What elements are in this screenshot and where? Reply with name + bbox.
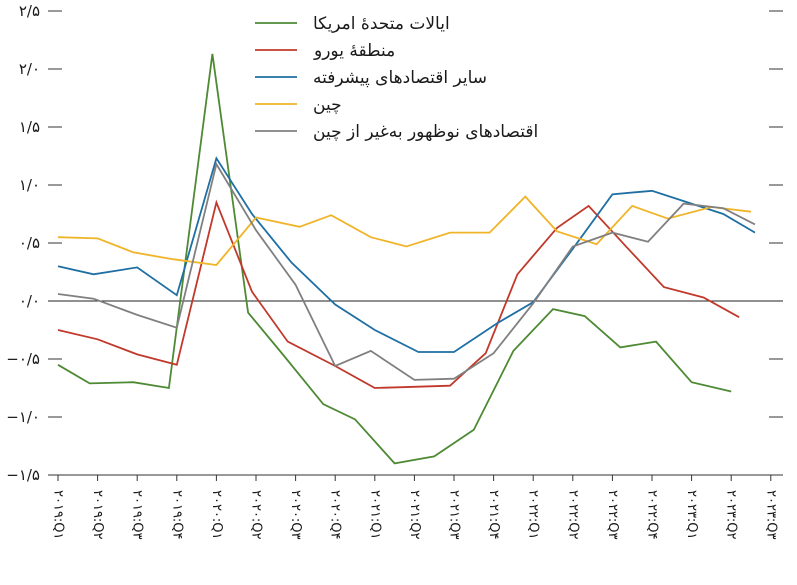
x-tick-label: ۲۰۲۰:Q۳ xyxy=(288,490,303,540)
x-tick-label: ۲۰۲۱:Q۳ xyxy=(447,490,462,540)
x-tick-label: ۲۰۱۹:Q۱ xyxy=(51,490,66,540)
x-tick-label: ۲۰۲۱:Q۴ xyxy=(486,490,501,540)
legend-label-1: منطقهٔ یورو xyxy=(313,41,395,61)
y-tick-label: ۱/۵ xyxy=(19,118,40,136)
x-tick-label: ۲۰۲۱:Q۱ xyxy=(367,490,382,540)
legend-label-3: چین xyxy=(313,95,342,115)
x-tick-label: ۲۰۲۳:Q۳ xyxy=(763,490,778,540)
series-lines xyxy=(57,53,756,465)
y-tick-label: ۰/۵ xyxy=(19,234,40,252)
x-tick-label: ۲۰۱۹:Q۳ xyxy=(130,490,145,540)
x-tick-label: ۲۰۲۲:Q۴ xyxy=(645,490,660,540)
y-tick-label: ۱/۰ xyxy=(19,176,40,194)
legend: ایالات متحدهٔ امریکا منطقهٔ یورو سایر اقتص… xyxy=(255,14,538,142)
legend-label-2: سایر اقتصادهای پیشرفته xyxy=(313,68,487,88)
x-tick-label: ۲۰۲۳:Q۲ xyxy=(724,490,739,540)
x-tick-label: ۲۰۲۰:Q۴ xyxy=(328,490,343,540)
x-tick-label: ۲۰۱۹:Q۴ xyxy=(169,490,184,540)
series-line-0 xyxy=(57,53,732,465)
x-tick-label: ۲۰۲۰:Q۱ xyxy=(209,490,224,540)
y-axis: −۱/۵ −۱/۰ −۰/۵ ۰/۰ ۰/۵ ۱/۰ ۱/۵ ۲/۰ ۲/۵ xyxy=(6,2,783,484)
legend-label-0: ایالات متحدهٔ امریکا xyxy=(313,14,450,34)
x-tick-label: ۲۰۲۰:Q۲ xyxy=(249,490,264,540)
y-tick-label: −۱/۵ xyxy=(6,466,40,484)
legend-label-4: اقتصادهای نوظهور به‌غیر از چین xyxy=(313,122,538,142)
x-axis: ۲۰۱۹:Q۱ ۲۰۱۹:Q۲ ۲۰۱۹:Q۳ ۲۰۱۹:Q۴ ۲۰۲۰:Q۱ ۲۰۲۰:… xyxy=(51,475,778,540)
x-tick-label: ۲۰۲۲:Q۳ xyxy=(605,490,620,540)
y-tick-label: ۲/۰ xyxy=(19,60,40,78)
x-tick-label: ۲۰۲۲:Q۱ xyxy=(526,490,541,540)
x-tick-label: ۲۰۱۹:Q۲ xyxy=(90,490,105,540)
y-tick-label: ۰/۰ xyxy=(19,292,40,310)
y-tick-label: −۰/۵ xyxy=(6,350,40,368)
series-line-1 xyxy=(57,199,740,389)
x-tick-label: ۲۰۲۱:Q۲ xyxy=(407,490,422,540)
series-line-4 xyxy=(57,161,756,381)
y-tick-label: ۲/۵ xyxy=(19,2,40,20)
y-tick-label: −۱/۰ xyxy=(6,408,40,426)
x-tick-label: ۲۰۲۲:Q۲ xyxy=(565,490,580,540)
series-line-3 xyxy=(57,195,752,266)
x-tick-label: ۲۰۲۳:Q۱ xyxy=(684,490,699,540)
series-line-2 xyxy=(57,156,756,353)
